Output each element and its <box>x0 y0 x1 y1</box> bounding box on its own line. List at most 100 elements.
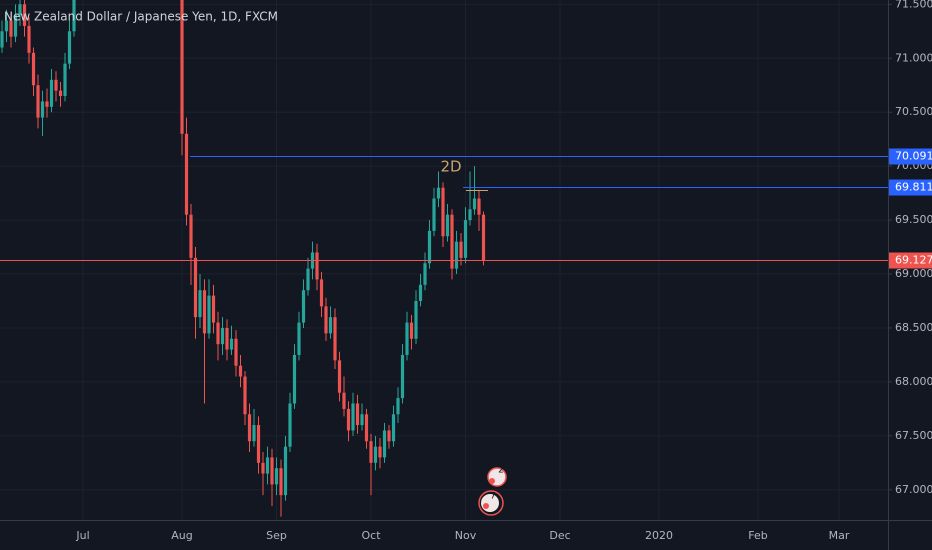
badge-count: 7 <box>490 492 496 502</box>
y-tick-label: 70.500 <box>895 105 932 118</box>
candle-body <box>427 230 432 264</box>
x-tick-label: 2020 <box>645 529 673 542</box>
candle-body <box>306 268 310 291</box>
candle-body <box>45 101 49 107</box>
candle-body <box>351 403 355 431</box>
x-tick-label: Oct <box>361 529 381 542</box>
candle-body <box>202 290 207 334</box>
candle-body <box>234 338 238 366</box>
badge-dot <box>483 503 489 509</box>
y-tick-label: 68.000 <box>895 375 932 388</box>
candle-body <box>454 241 459 269</box>
candle-body <box>382 430 387 458</box>
candle-body <box>49 79 54 107</box>
candle-body <box>27 25 31 53</box>
candle-body <box>463 220 468 258</box>
price-label: 69.811 <box>895 181 932 194</box>
candle-body <box>297 322 301 355</box>
candle-body <box>360 414 364 426</box>
candle-body <box>9 20 13 37</box>
badge-dot <box>489 478 495 484</box>
candle-body <box>225 327 229 350</box>
x-tick-label: Feb <box>748 529 767 542</box>
candle-body <box>229 338 234 350</box>
candle-body <box>391 414 396 442</box>
event-badge[interactable]: 7 <box>478 490 504 516</box>
candle-body <box>373 446 378 463</box>
y-tick-label: 69.500 <box>895 213 932 226</box>
candle-body <box>265 457 270 474</box>
candle-body <box>477 198 481 215</box>
x-tick-label: Sep <box>266 529 287 542</box>
candle-body <box>40 101 45 118</box>
candle-body <box>0 31 4 48</box>
price-label-box <box>889 252 932 269</box>
candle-body <box>220 327 225 345</box>
candle-body <box>63 63 67 97</box>
candle-body <box>342 392 346 409</box>
candle-body <box>432 198 436 231</box>
candle-body <box>418 284 423 301</box>
candle-body <box>22 4 27 26</box>
y-tick-label: 69.000 <box>895 267 932 280</box>
candle-body <box>409 322 414 339</box>
candle-body <box>184 133 189 215</box>
candle-body <box>279 468 283 496</box>
candle-body <box>481 214 486 260</box>
x-tick-label: Dec <box>549 529 570 542</box>
y-tick-label: 71.000 <box>895 51 932 64</box>
y-tick-label: 71.500 <box>895 0 932 10</box>
candle-body <box>274 468 279 485</box>
candle-body <box>319 279 324 307</box>
candle-body <box>468 209 472 221</box>
candle-body <box>346 408 351 431</box>
candle-body <box>198 290 202 318</box>
candle-body <box>414 300 418 339</box>
candle-body <box>247 414 252 442</box>
axes: 67.000 67.500 68.000 68.500 69.000 69.500 70.0… <box>75 0 932 542</box>
candle-body <box>400 354 405 399</box>
candle-body <box>396 398 400 415</box>
candle-body <box>355 403 360 426</box>
badge-count: 2 <box>498 466 504 476</box>
x-tick-label: Mar <box>829 529 850 542</box>
annotation[interactable]: 2D <box>440 158 461 176</box>
candle-body <box>288 403 292 447</box>
plot-area <box>0 0 888 517</box>
candle-body <box>13 15 18 37</box>
event-badge[interactable]: 2 <box>487 466 507 487</box>
candle-body <box>180 0 184 134</box>
candle-body <box>189 214 193 258</box>
candle-body <box>36 85 40 118</box>
candle-body <box>261 462 265 474</box>
candle-body <box>72 0 76 32</box>
candle-body <box>238 365 243 377</box>
candle-body <box>54 79 58 91</box>
candle-body <box>459 241 463 258</box>
candle-body <box>193 257 198 318</box>
candle-body <box>337 360 342 393</box>
candle-body <box>328 317 333 334</box>
y-tick-label: 67.000 <box>895 483 932 496</box>
price-label-box <box>889 148 932 165</box>
candle-body <box>31 52 36 86</box>
candle-body <box>450 214 454 269</box>
chart-title[interactable]: New Zealand Dollar / Japanese Yen, 1D, F… <box>4 10 278 24</box>
y-tick-label: 67.500 <box>895 429 932 442</box>
candle-body <box>378 446 382 458</box>
candle-body <box>445 214 450 237</box>
x-tick-label: Jul <box>75 529 89 542</box>
candle-body <box>270 457 274 485</box>
candle-body <box>252 425 256 442</box>
candle-body <box>472 198 477 210</box>
candle-body <box>441 187 445 237</box>
candle-body <box>207 295 211 334</box>
candle-body <box>283 446 288 496</box>
candle-body <box>315 252 319 280</box>
candle-body <box>436 187 441 199</box>
y-tick-label: 68.500 <box>895 321 932 334</box>
candle-body <box>216 322 220 345</box>
candle-body <box>211 295 216 323</box>
candle-body <box>405 322 409 355</box>
